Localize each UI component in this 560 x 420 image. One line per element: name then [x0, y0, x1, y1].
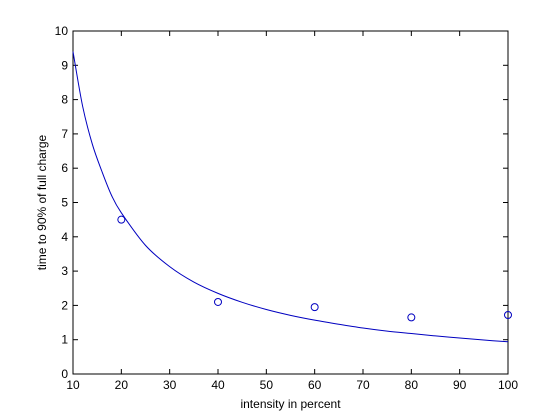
- series-layer: [72, 51, 512, 343]
- x-tick-label: 10: [66, 378, 80, 392]
- data-point-marker: [214, 297, 222, 306]
- tick-labels: 10 20 30 40 50 60 70 80 90 100 0 1 2 3 4 5 6 7 8 9 10: [55, 24, 519, 392]
- axis-ticks: [72, 30, 509, 375]
- x-tick-label: 30: [163, 378, 177, 392]
- x-tick-label: 70: [356, 378, 370, 392]
- y-tick-label: 7: [61, 127, 68, 141]
- x-tick-label: 40: [211, 378, 225, 392]
- y-tick-label: 3: [61, 264, 68, 278]
- x-axis-label: intensity in percent: [240, 397, 341, 411]
- x-tick-label: 50: [260, 378, 274, 392]
- y-axis-label: time to 90% of full charge: [35, 134, 49, 270]
- x-tick-label: 60: [308, 378, 322, 392]
- plot-area: [72, 30, 509, 375]
- y-tick-label: 4: [61, 230, 68, 244]
- fit-curve-line: [72, 51, 509, 343]
- y-tick-label: 2: [61, 298, 68, 312]
- y-tick-label: 10: [55, 24, 69, 38]
- data-point-marker: [504, 311, 512, 320]
- x-tick-label: 100: [498, 378, 518, 392]
- data-point-marker: [117, 215, 126, 224]
- y-tick-label: 9: [61, 58, 68, 72]
- y-tick-label: 0: [61, 367, 68, 381]
- x-tick-label: 80: [405, 378, 419, 392]
- x-tick-label: 90: [453, 378, 467, 392]
- y-tick-label: 6: [61, 161, 68, 175]
- y-tick-label: 5: [61, 196, 68, 210]
- y-tick-label: 8: [61, 93, 68, 107]
- data-point-marker: [310, 303, 319, 312]
- x-tick-label: 20: [115, 378, 129, 392]
- data-point-marker: [407, 313, 416, 322]
- y-tick-label: 1: [61, 333, 68, 347]
